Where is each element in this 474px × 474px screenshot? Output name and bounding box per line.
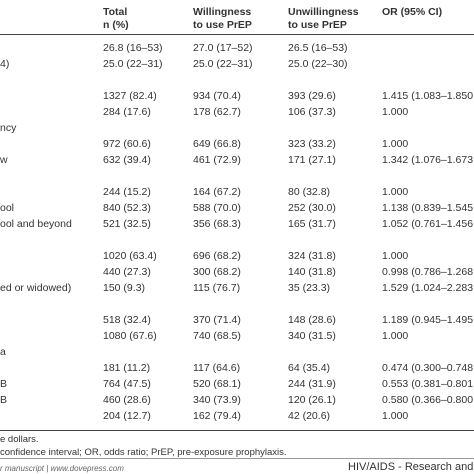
table-cell: 1.000 — [382, 138, 409, 150]
table-cell: 1.000 — [382, 186, 409, 198]
row-label: w — [0, 154, 8, 166]
table-cell: 632 (39.4) — [103, 154, 151, 166]
table-cell: 1.000 — [382, 330, 409, 342]
table-cell: 1.000 — [382, 106, 409, 118]
table-cell: 300 (68.2) — [193, 266, 241, 278]
table-bottom-rule — [0, 430, 474, 431]
row-label: ool and beyond — [0, 218, 72, 230]
table-cell: 1020 (63.4) — [103, 250, 157, 262]
table-cell: 25.0 (22–31) — [193, 58, 253, 70]
table-cell: 764 (47.5) — [103, 378, 151, 390]
table-cell: 25.0 (22–31) — [103, 58, 163, 70]
table-cell: 1.529 (1.024–2.283 — [382, 282, 474, 294]
table-cell: 26.8 (16–53) — [103, 42, 163, 54]
table-cell: 150 (9.3) — [103, 282, 146, 294]
footnote: confidence interval; OR, odds ratio; PrE… — [0, 447, 287, 458]
footnote: e dollars. — [0, 434, 39, 445]
table-cell: 80 (32.8) — [288, 186, 331, 198]
table-cell: 840 (52.3) — [103, 202, 151, 214]
row-label: B — [0, 394, 8, 406]
table-cell: 324 (31.8) — [288, 250, 336, 262]
table-cell: 284 (17.6) — [103, 106, 151, 118]
table-cell: 162 (79.4) — [193, 410, 241, 422]
table-cell: 117 (64.6) — [193, 362, 241, 374]
table-cell: 25.0 (22–30) — [288, 58, 348, 70]
table-cell: 518 (32.4) — [103, 314, 151, 326]
table-cell: 1.342 (1.076–1.673 — [382, 154, 474, 166]
row-label: a — [0, 346, 6, 358]
table-cell: 0.580 (0.366–0.800 — [382, 394, 474, 406]
table-cell: 106 (37.3) — [288, 106, 336, 118]
table-cell: 340 (73.9) — [193, 394, 241, 406]
table-cell: 120 (26.1) — [288, 394, 336, 406]
table-cell: 27.0 (17–52) — [193, 42, 253, 54]
row-label: ed or widowed) — [0, 282, 72, 294]
table-cell: 460 (28.6) — [103, 394, 151, 406]
table-cell: 178 (62.7) — [193, 106, 241, 118]
table-cell: 393 (29.6) — [288, 90, 336, 102]
table-cell: 520 (68.1) — [193, 378, 241, 390]
footer-rule — [0, 458, 474, 459]
table-cell: 934 (70.4) — [193, 90, 241, 102]
table-cell: 148 (28.6) — [288, 314, 336, 326]
table-cell: 1.189 (0.945–1.495 — [382, 314, 474, 326]
table-cell: 0.998 (0.786–1.268 — [382, 266, 474, 278]
header-cell: n (%) — [103, 19, 129, 31]
table-cell: 0.553 (0.381–0.801 — [382, 378, 474, 390]
table-cell: 1.052 (0.761–1.456 — [382, 218, 474, 230]
table-cell: 42 (20.6) — [288, 410, 331, 422]
table-cell: 26.5 (16–53) — [288, 42, 348, 54]
header-cell: to use PrEP — [288, 19, 347, 31]
table-cell: 115 (76.7) — [193, 282, 241, 294]
table-cell: 588 (70.0) — [193, 202, 241, 214]
table-cell: 1.000 — [382, 250, 409, 262]
table-cell: 1.138 (0.839–1.545 — [382, 202, 474, 214]
footer-right: HIV/AIDS - Research and Pal — [348, 461, 474, 473]
table-cell: 440 (27.3) — [103, 266, 151, 278]
row-label: ool — [0, 202, 15, 214]
table-cell: 171 (27.1) — [288, 154, 336, 166]
table-cell: 340 (31.5) — [288, 330, 336, 342]
row-label: B — [0, 378, 8, 390]
table-cell: 696 (68.2) — [193, 250, 241, 262]
table-cell: 461 (72.9) — [193, 154, 241, 166]
table-cell: 356 (68.3) — [193, 218, 241, 230]
table-cell: 165 (31.7) — [288, 218, 336, 230]
row-label: 4) — [0, 58, 10, 70]
table-cell: 140 (31.8) — [288, 266, 336, 278]
header-cell: Unwillingness — [288, 6, 359, 18]
table-cell: 244 (31.9) — [288, 378, 336, 390]
header-cell: to use PrEP — [193, 19, 252, 31]
table-cell: 204 (12.7) — [103, 410, 151, 422]
table-cell: 252 (30.0) — [288, 202, 336, 214]
table-cell: 1.415 (1.083–1.850 — [382, 90, 474, 102]
header-cell: OR (95% CI) — [382, 6, 443, 18]
footer-left: r manuscript | www.dovepress.com — [0, 464, 124, 473]
table-cell: 35 (23.3) — [288, 282, 331, 294]
header-rule — [0, 34, 474, 35]
table-cell: 740 (68.5) — [193, 330, 241, 342]
row-label: ncy — [0, 122, 17, 134]
table-cell: 323 (33.2) — [288, 138, 336, 150]
header-cell: Willingness — [193, 6, 252, 18]
table-cell: 1327 (82.4) — [103, 90, 157, 102]
table-cell: 64 (35.4) — [288, 362, 331, 374]
table-cell: 181 (11.2) — [103, 362, 151, 374]
table-cell: 972 (60.6) — [103, 138, 151, 150]
table-cell: 0.474 (0.300–0.748 — [382, 362, 474, 374]
table-cell: 370 (71.4) — [193, 314, 241, 326]
header-cell: Total — [103, 6, 128, 18]
table-cell: 521 (32.5) — [103, 218, 151, 230]
table-cell: 649 (66.8) — [193, 138, 241, 150]
table-cell: 1080 (67.6) — [103, 330, 157, 342]
table-cell: 244 (15.2) — [103, 186, 151, 198]
table-cell: 164 (67.2) — [193, 186, 241, 198]
table-cell: 1.000 — [382, 410, 409, 422]
